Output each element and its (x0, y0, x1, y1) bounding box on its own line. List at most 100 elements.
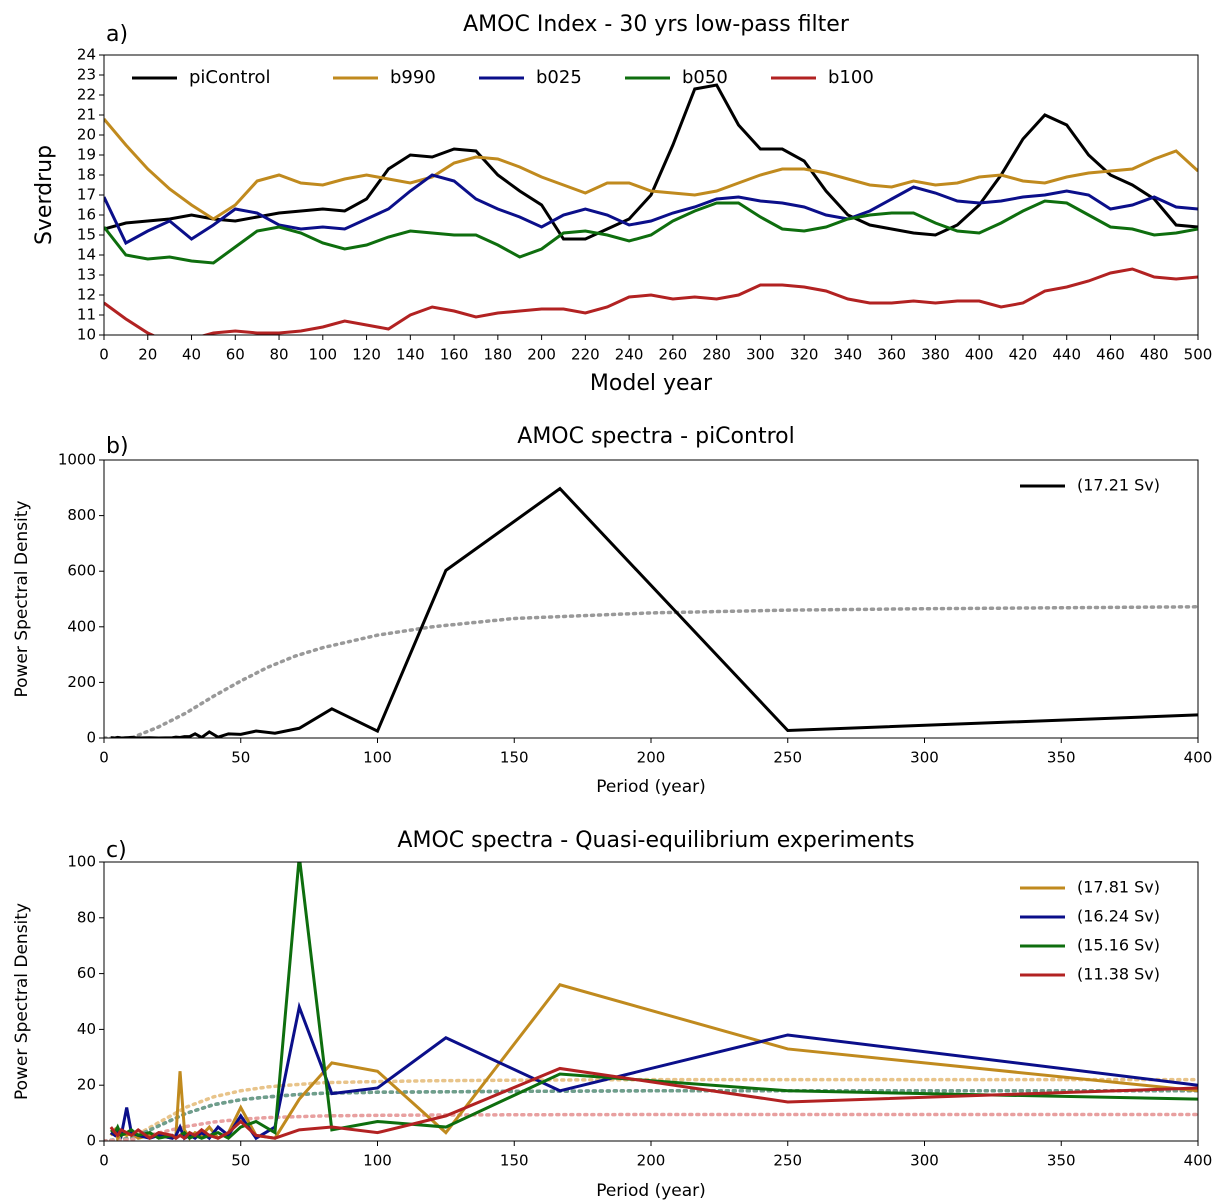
legend-label: (15.16 Sv) (1077, 936, 1160, 955)
x-axis-label: Period (year) (596, 1181, 706, 1201)
y-tick-label: 24 (77, 46, 96, 64)
x-tick-label: 160 (440, 346, 469, 364)
series-line (109, 1066, 1198, 1141)
y-tick-label: 400 (67, 617, 96, 635)
y-tick-label: 16 (77, 206, 96, 224)
plot-frame (103, 54, 1199, 336)
x-tick-label: 0 (99, 1152, 109, 1170)
x-tick-label: 400 (965, 346, 994, 364)
legend-label: (17.21 Sv) (1077, 476, 1160, 495)
x-tick-label: 440 (1052, 346, 1081, 364)
x-tick-label: 50 (231, 749, 250, 767)
y-tick-label: 22 (77, 86, 96, 104)
y-tick-label: 800 (67, 506, 96, 524)
x-tick-label: 150 (500, 749, 529, 767)
legend-label: b050 (682, 67, 728, 88)
x-tick-label: 260 (659, 346, 688, 364)
x-tick-label: 200 (637, 749, 666, 767)
series-line (104, 118, 1198, 221)
x-tick-label: 360 (877, 346, 906, 364)
panel-label: a) (106, 22, 128, 47)
x-tick-label: 380 (921, 346, 950, 364)
y-tick-label: 60 (77, 964, 96, 982)
x-tick-label: 150 (500, 1152, 529, 1170)
y-tick-label: 18 (77, 166, 96, 184)
plot-frame (103, 861, 1199, 1142)
y-tick-label: 80 (77, 908, 96, 926)
x-tick-label: 350 (1047, 749, 1076, 767)
y-tick-label: 40 (77, 1020, 96, 1038)
y-tick-label: 600 (67, 562, 96, 580)
y-tick-label: 0 (86, 729, 96, 747)
chart-title: AMOC Index - 30 yrs low-pass filter (463, 12, 850, 37)
x-tick-label: 280 (702, 346, 731, 364)
y-tick-label: 23 (77, 66, 96, 84)
x-tick-label: 350 (1047, 1152, 1076, 1170)
legend-label: (11.38 Sv) (1077, 965, 1160, 984)
x-tick-label: 220 (571, 346, 600, 364)
x-tick-label: 420 (1009, 346, 1038, 364)
x-tick-label: 100 (363, 1152, 392, 1170)
y-tick-label: 19 (77, 146, 96, 164)
x-tick-label: 20 (138, 346, 157, 364)
x-tick-label: 0 (99, 346, 109, 364)
x-tick-label: 200 (527, 346, 556, 364)
panel-label: c) (106, 838, 127, 863)
x-tick-label: 400 (1184, 1152, 1213, 1170)
x-tick-label: 250 (773, 1152, 802, 1170)
y-tick-label: 1000 (58, 451, 96, 469)
chart-title: AMOC spectra - Quasi-equilibrium experim… (397, 828, 914, 853)
x-axis-label: Model year (590, 371, 713, 396)
y-tick-label: 100 (67, 853, 96, 871)
x-tick-label: 0 (99, 749, 109, 767)
chart-title: AMOC spectra - piControl (517, 424, 794, 449)
y-axis-label: Power Spectral Density (12, 903, 32, 1100)
x-tick-label: 100 (363, 749, 392, 767)
y-tick-label: 14 (77, 246, 96, 264)
legend-label: (17.81 Sv) (1077, 878, 1160, 897)
y-axis-label: Power Spectral Density (12, 500, 32, 697)
y-tick-label: 13 (77, 266, 96, 284)
y-tick-label: 21 (77, 106, 96, 124)
x-tick-label: 320 (790, 346, 819, 364)
x-tick-label: 300 (746, 346, 775, 364)
series-line (104, 267, 1198, 335)
series-line (104, 173, 1198, 246)
y-axis-label: Sverdrup (32, 145, 57, 245)
legend-label: (16.24 Sv) (1077, 907, 1160, 926)
plot-frame (103, 459, 1199, 739)
x-tick-label: 200 (637, 1152, 666, 1170)
reference-line (104, 605, 1198, 738)
x-tick-label: 250 (773, 749, 802, 767)
x-tick-label: 120 (352, 346, 381, 364)
x-tick-label: 500 (1184, 346, 1213, 364)
x-tick-label: 240 (615, 346, 644, 364)
reference-line (104, 1077, 1198, 1141)
x-tick-label: 300 (910, 1152, 939, 1170)
reference-line (104, 1112, 1198, 1141)
legend-label: b025 (536, 67, 582, 88)
series-line (109, 1001, 1198, 1141)
y-tick-label: 0 (86, 1132, 96, 1150)
x-tick-label: 100 (308, 346, 337, 364)
panel: 0 200 400 600 800 1000 0 50 100 150 200 250 300 350 40… (12, 424, 1212, 797)
x-tick-label: 400 (1184, 749, 1213, 767)
x-tick-label: 460 (1096, 346, 1125, 364)
panel-label: b) (106, 434, 129, 459)
y-tick-label: 20 (77, 126, 96, 144)
legend-label: piControl (189, 67, 271, 88)
x-tick-label: 180 (484, 346, 513, 364)
panel: 0 20 40 60 80 100 0 50 100 150 200 250 300 350 400 AMOC… (12, 828, 1212, 1201)
x-tick-label: 60 (226, 346, 245, 364)
series-line (104, 199, 1198, 265)
x-tick-label: 40 (182, 346, 201, 364)
y-tick-label: 200 (67, 673, 96, 691)
x-tick-label: 80 (269, 346, 288, 364)
y-tick-label: 15 (77, 226, 96, 244)
y-tick-label: 12 (77, 286, 96, 304)
x-tick-label: 140 (396, 346, 425, 364)
y-tick-label: 11 (77, 306, 96, 324)
legend-label: b100 (828, 67, 874, 88)
y-tick-label: 10 (77, 326, 96, 344)
